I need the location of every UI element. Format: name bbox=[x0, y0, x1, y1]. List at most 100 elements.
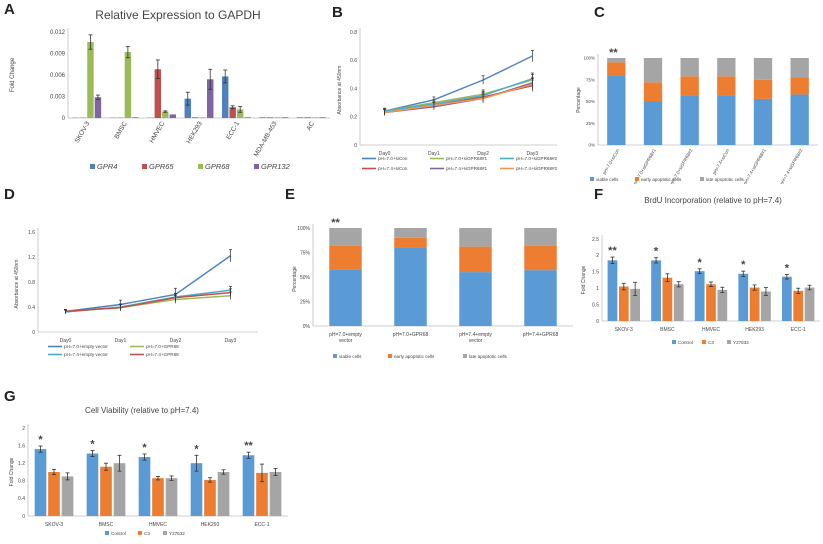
legend-swatch bbox=[463, 354, 467, 358]
y-tick-label: 50% bbox=[586, 99, 595, 104]
significance-marker: * bbox=[194, 443, 199, 455]
x-tick-label: pH=7.4+siCon bbox=[711, 148, 730, 176]
bar bbox=[311, 117, 319, 118]
y-axis-label: Fold Change bbox=[9, 457, 15, 486]
legend-swatch bbox=[672, 340, 676, 344]
y-tick-label: 2 bbox=[596, 253, 599, 259]
x-tick-label: Day3 bbox=[225, 338, 237, 344]
y-tick-label: 25% bbox=[586, 121, 595, 126]
bar bbox=[217, 472, 230, 516]
legend-swatch bbox=[388, 354, 392, 358]
chart-c-sirna-apoptosis: Percentage 0% 25% 50% 75% 100% pH=7.0+siCon pH=… bbox=[576, 47, 818, 184]
stacked-bar-segment bbox=[790, 58, 809, 78]
y-tick-label: 25% bbox=[300, 299, 311, 305]
bar bbox=[190, 463, 203, 516]
y-tick-label: 75% bbox=[586, 77, 595, 82]
y-tick-label: 0 bbox=[596, 319, 599, 325]
legend-label: Y27632 bbox=[169, 531, 185, 536]
significance-marker: * bbox=[142, 442, 147, 454]
bar bbox=[304, 117, 311, 118]
x-tick-label: pH=7.4+empty vector bbox=[459, 332, 492, 344]
stacked-bar-segment bbox=[607, 58, 626, 63]
legend-label: Control bbox=[678, 340, 693, 345]
stacked-bar-segment bbox=[717, 95, 736, 145]
legend-label: GPR132 bbox=[261, 162, 291, 171]
y-tick-label: 75% bbox=[300, 250, 311, 256]
x-tick-label: AC bbox=[305, 120, 316, 132]
significance-marker: ** bbox=[331, 217, 340, 229]
y-tick-label: 0.6 bbox=[350, 58, 357, 64]
significance-marker: ** bbox=[608, 245, 617, 257]
legend-swatch bbox=[700, 177, 704, 181]
stacked-bar-segment bbox=[329, 228, 362, 246]
stacked-bar-segment bbox=[790, 94, 809, 145]
stacked-bar-segment bbox=[753, 98, 773, 145]
bar bbox=[100, 466, 112, 516]
chart-g-cell-viability: Cell Viability (relative to pH=7.4) Fold … bbox=[9, 406, 288, 536]
stacked-bar-segment bbox=[643, 58, 663, 83]
y-tick-label: 0.4 bbox=[28, 305, 35, 311]
legend-label: early apoptotic cells bbox=[394, 354, 435, 359]
chart-title: BrdU Incorporation (relative to pH=7.4) bbox=[644, 196, 782, 205]
y-tick-label: 0.012 bbox=[50, 30, 66, 36]
y-tick-label: 0 bbox=[62, 116, 66, 122]
stacked-bar-segment bbox=[717, 76, 736, 96]
legend-label: GPR4 bbox=[97, 162, 117, 171]
stacked-bar-segment bbox=[329, 269, 362, 326]
legend-label: early apoptotic cells bbox=[641, 177, 682, 182]
y-tick-label: 0 bbox=[32, 330, 35, 336]
stacked-bar-segment bbox=[607, 62, 626, 76]
bar bbox=[266, 117, 274, 118]
x-tick-label: pH=7.4+GPR68 bbox=[523, 332, 559, 338]
x-tick-label: SKOV-3 bbox=[45, 522, 63, 528]
bar bbox=[124, 52, 132, 118]
x-tick-label: pH=7.4+siGPR68#1 bbox=[742, 148, 767, 184]
y-tick-label: 1 bbox=[596, 286, 599, 292]
bar bbox=[34, 449, 47, 516]
panel-label-c: C bbox=[594, 4, 605, 21]
legend-swatch bbox=[254, 164, 259, 169]
y-tick-label: 50% bbox=[300, 275, 311, 281]
stacked-bar-segment bbox=[680, 76, 699, 96]
legend-swatch bbox=[142, 164, 147, 169]
y-tick-label: 0 bbox=[354, 143, 357, 149]
significance-marker: * bbox=[698, 257, 703, 269]
bar bbox=[717, 289, 728, 321]
y-tick-label: 0.006 bbox=[50, 73, 66, 79]
x-tick-label: HEK293 bbox=[745, 327, 764, 333]
bar bbox=[192, 117, 199, 118]
x-tick-label: HMVEC bbox=[148, 120, 166, 144]
bar bbox=[169, 114, 177, 118]
y-tick-label: 1.2 bbox=[18, 461, 25, 467]
significance-marker: ** bbox=[244, 440, 253, 452]
bar bbox=[132, 117, 139, 118]
stacked-bar-segment bbox=[459, 272, 492, 326]
bar bbox=[221, 76, 229, 118]
legend-swatch bbox=[702, 340, 706, 344]
bar bbox=[48, 472, 60, 516]
y-tick-label: 0% bbox=[588, 143, 595, 148]
x-tick-label: HMVEC bbox=[702, 327, 720, 333]
bar bbox=[749, 287, 760, 321]
bar bbox=[269, 472, 282, 516]
stacked-bar-segment bbox=[680, 95, 699, 145]
legend-label: GPR68 bbox=[205, 162, 230, 171]
stacked-bar-segment bbox=[459, 228, 492, 247]
significance-marker: * bbox=[90, 438, 95, 450]
bar bbox=[673, 284, 684, 321]
bar bbox=[86, 453, 99, 516]
y-tick-label: 0.4 bbox=[18, 496, 25, 502]
series-line bbox=[65, 255, 231, 313]
stacked-bar-segment bbox=[643, 101, 663, 145]
legend-label: C3 bbox=[144, 531, 150, 536]
bar bbox=[184, 98, 191, 118]
legend-label: GPR65 bbox=[149, 162, 174, 171]
legend-swatch bbox=[138, 531, 142, 535]
series-line bbox=[384, 55, 533, 112]
bar bbox=[165, 478, 178, 516]
legend-label: pH=7.4+empty vector bbox=[64, 352, 108, 357]
panel-label-a: A bbox=[4, 1, 15, 18]
bar bbox=[162, 111, 169, 118]
stacked-bar-segment bbox=[394, 237, 427, 248]
legend-label: late apoptotic cells bbox=[706, 177, 744, 182]
